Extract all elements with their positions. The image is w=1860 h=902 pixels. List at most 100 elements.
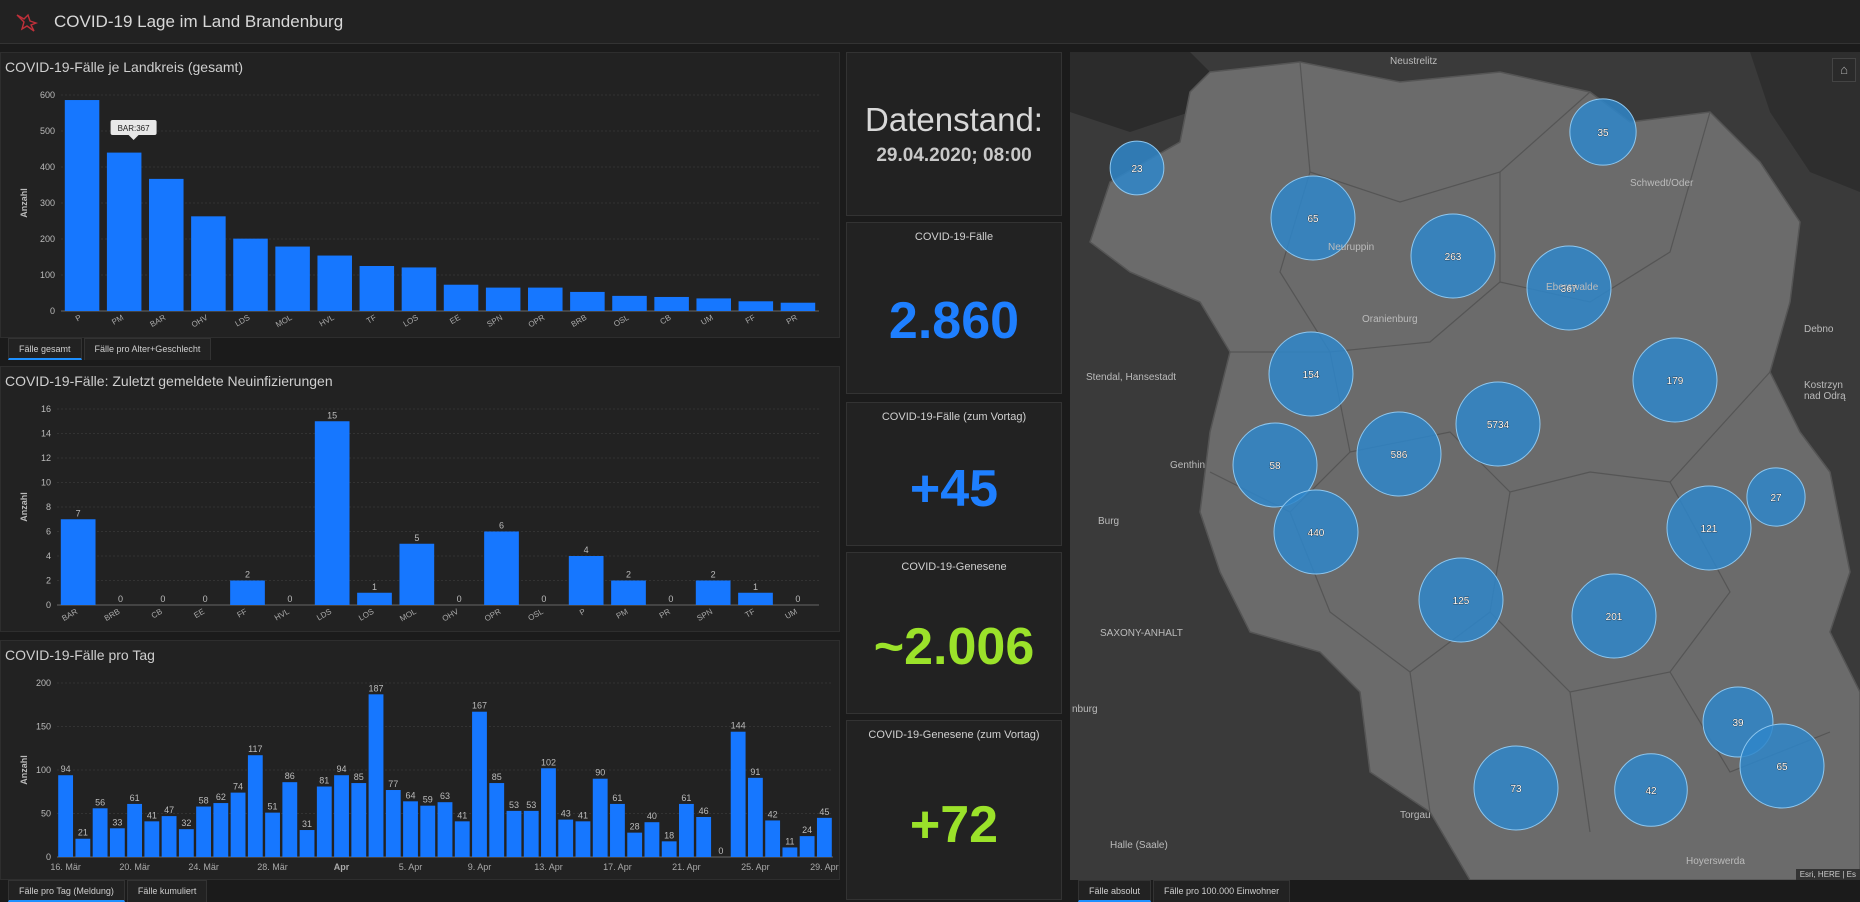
bar[interactable] [368,694,384,857]
bar[interactable] [149,178,184,311]
bar[interactable] [403,801,418,857]
case-bubble[interactable] [1232,422,1318,508]
case-bubble[interactable] [1455,381,1541,467]
bar[interactable] [696,298,731,311]
bar[interactable] [58,775,74,857]
bubble-layer[interactable]: 23 65 35 263 367 154 179 5734 586 58 440 27 121 125 20… [1109,98,1825,831]
bar[interactable] [528,287,563,311]
bar[interactable] [196,806,211,857]
bar[interactable] [661,841,677,857]
bar[interactable] [780,302,816,311]
bar[interactable] [696,816,712,857]
map-view[interactable]: 23 65 35 263 367 154 179 5734 586 58 440 27 121 125 20… [1070,52,1860,880]
bar[interactable] [570,291,605,311]
case-bubble[interactable] [1746,467,1806,527]
bar[interactable] [612,295,647,311]
bar[interactable] [317,255,352,311]
bar[interactable] [282,782,298,857]
case-bubble[interactable] [1268,331,1354,417]
case-bubble[interactable] [1739,723,1825,809]
bar[interactable] [213,803,229,857]
bar[interactable] [454,821,470,857]
bar[interactable] [541,768,556,857]
case-bubble[interactable] [1569,98,1637,166]
case-bubble[interactable] [1632,337,1718,423]
bar[interactable] [738,592,773,605]
bar[interactable] [351,783,367,857]
bar[interactable] [265,812,280,857]
bar[interactable] [385,790,401,857]
bar[interactable] [472,711,487,857]
map-canvas[interactable]: 23 65 35 263 367 154 179 5734 586 58 440 27 121 125 20… [1070,52,1860,880]
bar[interactable] [247,755,263,857]
tab-faelle-alter-geschlecht[interactable]: Fälle pro Alter+Geschlecht [83,338,212,360]
bar[interactable] [611,580,646,606]
bar[interactable] [357,592,392,605]
bar[interactable] [782,847,798,857]
case-bubble[interactable] [1109,140,1165,196]
bar[interactable] [191,216,226,311]
case-bubble[interactable] [1356,411,1442,497]
tab-faelle-pro-100000[interactable]: Fälle pro 100.000 Einwohner [1153,880,1291,902]
case-bubble[interactable] [1666,485,1752,571]
bar[interactable] [695,580,731,606]
bar[interactable] [747,777,763,857]
tab-faelle-gesamt[interactable]: Fälle gesamt [8,338,82,360]
bar[interactable] [443,284,479,311]
bar[interactable] [816,817,832,857]
bar[interactable] [178,829,194,857]
bar[interactable] [401,267,437,311]
case-bubble[interactable] [1614,753,1688,827]
bar[interactable] [437,802,453,857]
bar[interactable] [484,531,519,606]
home-icon[interactable]: ⌂ [1832,58,1856,82]
bar[interactable] [610,803,625,857]
case-bubble[interactable] [1526,245,1612,331]
bar[interactable] [575,821,591,857]
bar[interactable] [399,543,435,605]
bar[interactable] [75,838,91,857]
bar[interactable] [627,832,643,857]
bar[interactable] [92,808,108,857]
bar[interactable] [359,266,395,311]
bar[interactable] [644,822,660,857]
case-bubble[interactable] [1418,557,1504,643]
bar[interactable] [558,819,574,857]
case-bubble[interactable] [1270,175,1356,261]
bar[interactable] [679,803,694,857]
tab-faelle-absolut[interactable]: Fälle absolut [1078,880,1152,902]
bar[interactable] [334,775,349,857]
tab-faelle-kumuliert[interactable]: Fälle kumuliert [126,880,208,902]
bar[interactable] [275,246,310,311]
bar[interactable] [109,828,125,857]
bar[interactable] [765,820,781,857]
bar[interactable] [233,238,268,311]
case-bubble[interactable] [1473,745,1559,831]
tab-faelle-pro-tag[interactable]: Fälle pro Tag (Meldung) [8,880,125,902]
case-bubble[interactable] [1273,489,1359,575]
case-bubble[interactable] [1410,213,1496,299]
bar[interactable] [314,421,350,605]
case-bubble[interactable] [1571,573,1657,659]
bar[interactable] [127,803,143,857]
bar[interactable] [60,519,96,605]
bar[interactable] [161,816,177,857]
bar[interactable] [420,805,436,857]
bar[interactable] [485,287,521,311]
bar[interactable] [654,296,689,311]
bar[interactable] [299,830,315,857]
bar[interactable] [106,152,142,311]
bar[interactable] [592,778,608,857]
bar[interactable] [230,792,246,857]
bar[interactable] [144,821,160,857]
bar[interactable] [506,810,522,857]
bar[interactable] [523,810,539,857]
bar[interactable] [230,580,265,606]
bar[interactable] [568,556,604,605]
bar[interactable] [316,786,332,857]
bar[interactable] [730,731,746,857]
bar[interactable] [64,100,100,311]
bar[interactable] [489,783,505,857]
bar[interactable] [799,836,815,857]
bar[interactable] [738,301,774,311]
